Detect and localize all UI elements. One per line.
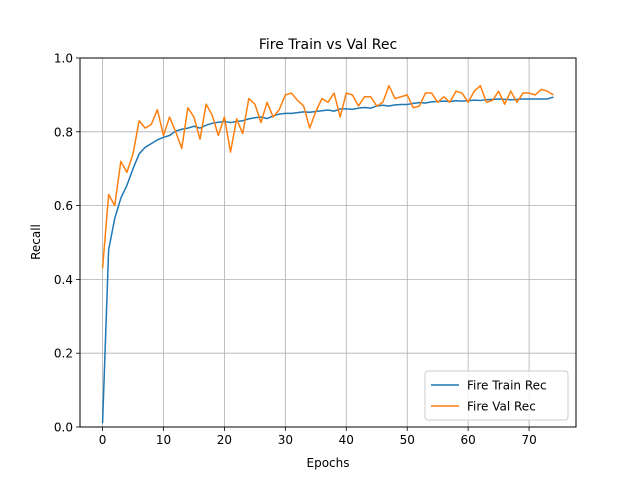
series-line-train bbox=[101, 96, 554, 424]
x-tick-label: 60 bbox=[461, 433, 476, 447]
series-line-val bbox=[101, 84, 554, 269]
y-axis-ticks: 0.0 0.2 0.4 0.6 0.8 1.0 bbox=[54, 52, 80, 435]
legend-box bbox=[424, 370, 569, 421]
x-axis-label: Epochs bbox=[307, 456, 350, 470]
y-tick-label: 0.4 bbox=[54, 273, 73, 287]
x-tick-label: 40 bbox=[339, 433, 354, 447]
series-lines bbox=[101, 84, 554, 424]
y-axis-label: Recall bbox=[29, 224, 43, 260]
y-tick-label: 1.0 bbox=[54, 52, 73, 66]
x-axis-ticks: 0 10 20 30 40 50 60 70 bbox=[99, 427, 537, 447]
y-tick-label: 0.2 bbox=[54, 347, 73, 361]
legend-label-val: Fire Val Rec bbox=[467, 400, 536, 414]
legend-label-train: Fire Train Rec bbox=[467, 379, 547, 393]
plot-frame bbox=[79, 57, 577, 428]
x-tick-label: 10 bbox=[156, 433, 171, 447]
y-tick-label: 0.8 bbox=[54, 125, 73, 139]
legend: Fire Train Rec Fire Val Rec bbox=[424, 370, 569, 421]
x-tick-label: 30 bbox=[278, 433, 293, 447]
y-tick-label: 0.6 bbox=[54, 199, 73, 213]
chart-title: Fire Train vs Val Rec bbox=[259, 37, 397, 53]
y-tick-label: 0.0 bbox=[54, 421, 73, 435]
x-tick-label: 50 bbox=[400, 433, 415, 447]
x-tick-label: 20 bbox=[217, 433, 232, 447]
x-tick-label: 70 bbox=[521, 433, 536, 447]
x-tick-label: 0 bbox=[99, 433, 107, 447]
